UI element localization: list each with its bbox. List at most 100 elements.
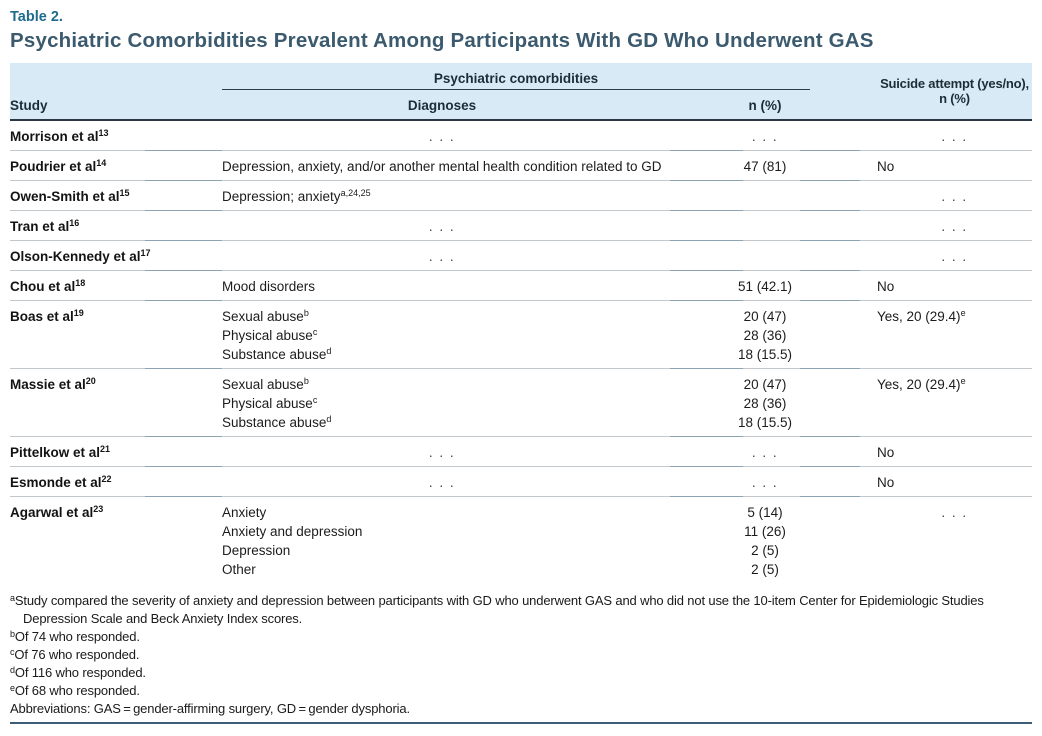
- table-body: Morrison et al13 . . . . . . . . . Poudrier …: [10, 121, 1032, 584]
- diagnoses-cell: . . .: [222, 443, 720, 462]
- suicide-line: Yes, 20 (29.4)e: [877, 376, 966, 392]
- table-row: Owen-Smith et al15 Depression; anxietya,2…: [10, 181, 1032, 211]
- table-row: Chou et al18 Mood disorders 51 (42.1) No: [10, 271, 1032, 301]
- study-cell: Agarwal et al23: [10, 503, 222, 579]
- diagnosis-line: Substance abused: [222, 414, 332, 430]
- suicide-line: Yes, 20 (29.4)e: [877, 308, 966, 324]
- suicide-line: . . .: [941, 504, 968, 520]
- study-name: Morrison et al13: [10, 128, 109, 144]
- diagnosis-line: Sexual abuseb: [222, 308, 309, 324]
- study-cell: Pittelkow et al21: [10, 443, 222, 462]
- n-percent-cell: 51 (42.1): [720, 277, 810, 296]
- suicide-line: No: [877, 474, 895, 490]
- suicide-cell: No: [810, 277, 1032, 296]
- footnote-marker: e: [10, 682, 15, 693]
- citation-superscript: 21: [100, 444, 111, 455]
- suicide-line: No: [877, 158, 895, 174]
- citation-superscript: 20: [85, 376, 96, 387]
- suicide-cell: . . .: [810, 127, 1032, 146]
- study-cell: Massie et al20: [10, 375, 222, 432]
- n-percent-cell: . . .: [720, 127, 810, 146]
- diagnosis-line: Depression, anxiety, and/or another ment…: [222, 158, 662, 174]
- study-cell: Boas et al19: [10, 307, 222, 364]
- diagnosis-line: Physical abusec: [222, 327, 318, 343]
- study-name: Esmonde et al22: [10, 474, 112, 490]
- table-row: Pittelkow et al21 . . . . . . No: [10, 437, 1032, 467]
- table-row: Olson-Kennedy et al17 . . . . . .: [10, 241, 1032, 271]
- n-percent-line: 28 (36): [743, 395, 787, 411]
- diagnoses-cell: . . .: [222, 247, 720, 266]
- diagnosis-line: Depression; anxietya,24,25: [222, 188, 371, 204]
- footnote-marker: b: [10, 628, 15, 639]
- suicide-cell: Yes, 20 (29.4)e: [810, 307, 1032, 364]
- n-percent-cell: [720, 217, 810, 236]
- suicide-line: No: [877, 444, 895, 460]
- n-percent-line: 47 (81): [743, 158, 787, 174]
- table-header-grid: Psychiatric comorbidities Suicide attemp…: [10, 63, 1032, 119]
- suicide-cell: . . .: [810, 503, 1032, 579]
- diagnosis-line: . . .: [428, 474, 456, 490]
- study-name: Chou et al18: [10, 278, 86, 294]
- diagnoses-cell: Depression; anxietya,24,25: [222, 187, 720, 206]
- table-row: Agarwal et al23 Anxiety Anxiety and depres…: [10, 497, 1032, 584]
- study-name: Owen-Smith et al15: [10, 188, 130, 204]
- footnote-a: aStudy compared the severity of anxiety …: [10, 592, 984, 626]
- citation-superscript: 13: [98, 128, 109, 139]
- study-cell: Tran et al16: [10, 217, 222, 236]
- n-percent-cell: 5 (14) 11 (26) 2 (5) 2 (5): [720, 503, 810, 579]
- table-row: Esmonde et al22 . . . . . . No: [10, 467, 1032, 497]
- suicide-cell: No: [810, 473, 1032, 492]
- table-row: Poudrier et al14 Depression, anxiety, and…: [10, 151, 1032, 181]
- n-percent-line: 11 (26): [744, 523, 786, 539]
- table-container: Table 2. Psychiatric Comorbidities Preva…: [10, 0, 1032, 724]
- superscript: e: [960, 376, 966, 387]
- table-header: Psychiatric comorbidities Suicide attemp…: [10, 63, 1032, 121]
- table-row: Morrison et al13 . . . . . . . . .: [10, 121, 1032, 151]
- table-title: Psychiatric Comorbidities Prevalent Amon…: [10, 29, 874, 52]
- diagnosis-line: . . .: [428, 444, 456, 460]
- header-suicide-line1: Suicide attempt (yes/no),: [880, 76, 1029, 91]
- footnote-marker: c: [10, 646, 15, 657]
- n-percent-cell: 20 (47) 28 (36) 18 (15.5): [720, 375, 810, 432]
- header-study: Study: [10, 98, 48, 113]
- footnote-e: eOf 68 who responded.: [10, 682, 140, 698]
- superscript: e: [960, 308, 966, 319]
- n-percent-line: 18 (15.5): [737, 414, 793, 430]
- suicide-cell: No: [810, 157, 1032, 176]
- n-percent-cell: . . .: [720, 443, 810, 462]
- study-name: Massie et al20: [10, 376, 96, 392]
- citation-superscript: 14: [96, 158, 107, 169]
- diagnoses-cell: Mood disorders: [222, 277, 720, 296]
- footnote-d: dOf 116 who responded.: [10, 664, 146, 680]
- table-label: Table 2.: [10, 9, 63, 25]
- diagnosis-line: Anxiety and depression: [222, 523, 363, 539]
- n-percent-cell: [720, 247, 810, 266]
- superscript: b: [303, 308, 309, 319]
- n-percent-line: 5 (14): [747, 504, 783, 520]
- n-percent-line: 51 (42.1): [737, 278, 793, 294]
- citation-superscript: 18: [75, 278, 86, 289]
- n-percent-line: 20 (47): [743, 376, 787, 392]
- diagnoses-cell: Sexual abuseb Physical abusec Substance ab…: [222, 375, 720, 432]
- diagnoses-cell: Depression, anxiety, and/or another ment…: [222, 157, 720, 176]
- suicide-cell: . . .: [810, 217, 1032, 236]
- diagnoses-cell: . . .: [222, 217, 720, 236]
- header-n-percent: n (%): [748, 98, 782, 113]
- n-percent-line: 28 (36): [743, 327, 787, 343]
- table-row: Massie et al20 Sexual abuseb Physical abus…: [10, 369, 1032, 437]
- study-cell: Poudrier et al14: [10, 157, 222, 176]
- citation-superscript: 23: [93, 504, 104, 515]
- study-cell: Olson-Kennedy et al17: [10, 247, 222, 266]
- footnote-abbreviations: Abbreviations: GAS = gender-affirming su…: [10, 701, 410, 716]
- suicide-line: . . .: [941, 248, 968, 264]
- diagnosis-line: . . .: [428, 248, 456, 264]
- superscript: d: [326, 414, 332, 425]
- superscript: d: [326, 346, 332, 357]
- study-name: Boas et al19: [10, 308, 84, 324]
- footnote-c: cOf 76 who responded.: [10, 646, 140, 662]
- diagnosis-line: Sexual abuseb: [222, 376, 309, 392]
- diagnoses-cell: . . .: [222, 473, 720, 492]
- header-suicide-attempt: Suicide attempt (yes/no), n (%): [810, 63, 1032, 119]
- diagnosis-line: Physical abusec: [222, 395, 318, 411]
